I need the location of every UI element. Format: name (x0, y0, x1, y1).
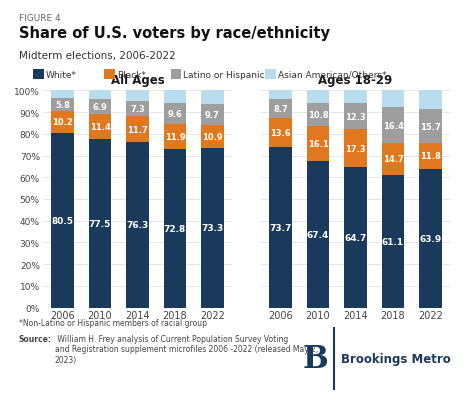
Text: 9.7: 9.7 (205, 110, 220, 119)
Text: 67.4: 67.4 (307, 230, 329, 239)
Text: Source:: Source: (19, 334, 52, 343)
Bar (51, 111, 74, 133)
Bar (307, 103, 329, 127)
Bar (269, 91, 292, 100)
Bar (51, 91, 74, 99)
Text: 10.2: 10.2 (52, 118, 73, 127)
Bar (164, 91, 186, 103)
Text: 11.7: 11.7 (127, 125, 148, 134)
Bar (307, 162, 329, 308)
Bar (126, 117, 149, 143)
Bar (126, 143, 149, 308)
Text: FIGURE 4: FIGURE 4 (19, 14, 61, 23)
Bar (344, 103, 367, 130)
Text: 76.3: 76.3 (127, 221, 148, 230)
Text: 10.8: 10.8 (308, 111, 328, 119)
Bar (201, 91, 224, 104)
Text: White*: White* (46, 70, 77, 79)
Text: Latino or Hispanic: Latino or Hispanic (183, 70, 265, 79)
Bar (269, 148, 292, 308)
Text: 5.8: 5.8 (55, 100, 70, 109)
Bar (89, 115, 111, 140)
Bar (344, 130, 367, 168)
Bar (269, 119, 292, 148)
Bar (89, 140, 111, 308)
Text: B: B (302, 343, 328, 374)
Bar (201, 104, 224, 126)
Text: 73.3: 73.3 (201, 224, 224, 233)
Text: 12.3: 12.3 (345, 112, 366, 121)
Bar (382, 108, 404, 143)
Bar (164, 103, 186, 124)
Title: Ages 18-29: Ages 18-29 (319, 74, 392, 87)
Bar (344, 168, 367, 308)
Text: 14.7: 14.7 (383, 155, 403, 164)
Text: 80.5: 80.5 (52, 216, 73, 225)
Bar (382, 91, 404, 108)
Text: 15.7: 15.7 (420, 122, 441, 131)
Title: All Ages: All Ages (110, 74, 164, 87)
Text: 73.7: 73.7 (269, 224, 292, 232)
Text: 17.3: 17.3 (345, 144, 366, 153)
Bar (201, 126, 224, 149)
Text: 8.7: 8.7 (273, 105, 288, 114)
Text: Brookings Metro: Brookings Metro (341, 352, 451, 365)
Text: 10.9: 10.9 (202, 133, 223, 142)
Text: 9.6: 9.6 (167, 109, 182, 118)
Text: Share of U.S. voters by race/ethnicity: Share of U.S. voters by race/ethnicity (19, 26, 330, 41)
Text: 16.1: 16.1 (308, 140, 328, 149)
Text: William H. Frey analysis of Current Population Survey Voting
and Registration su: William H. Frey analysis of Current Popu… (55, 334, 318, 364)
Text: 72.8: 72.8 (164, 224, 186, 233)
Bar (164, 124, 186, 150)
Text: 63.9: 63.9 (419, 234, 442, 243)
Bar (419, 144, 442, 169)
Text: 61.1: 61.1 (382, 237, 404, 246)
Text: 7.3: 7.3 (130, 105, 145, 114)
Bar (419, 169, 442, 308)
Text: 16.4: 16.4 (383, 122, 403, 130)
Text: Midterm elections, 2006-2022: Midterm elections, 2006-2022 (19, 51, 176, 61)
Text: 11.4: 11.4 (90, 123, 110, 132)
Bar (269, 100, 292, 119)
Text: 11.8: 11.8 (420, 152, 441, 161)
Bar (126, 91, 149, 101)
Bar (382, 143, 404, 175)
Text: 11.9: 11.9 (164, 133, 185, 142)
Text: *Non-Latino or Hispanic members of racial group: *Non-Latino or Hispanic members of racia… (19, 318, 207, 327)
Bar (382, 175, 404, 308)
Bar (201, 149, 224, 308)
Text: 6.9: 6.9 (92, 103, 108, 112)
Bar (89, 100, 111, 115)
Bar (164, 150, 186, 308)
Text: 77.5: 77.5 (89, 220, 111, 228)
Text: Asian American/Others*: Asian American/Others* (278, 70, 387, 79)
Bar (419, 91, 442, 110)
Bar (51, 99, 74, 111)
Text: 13.6: 13.6 (270, 129, 291, 138)
Text: Black*: Black* (117, 70, 146, 79)
Bar (344, 91, 367, 103)
Text: 64.7: 64.7 (344, 233, 367, 242)
Bar (307, 91, 329, 103)
Bar (307, 127, 329, 162)
Bar (51, 133, 74, 308)
Bar (419, 110, 442, 144)
Bar (89, 91, 111, 100)
Bar (126, 101, 149, 117)
